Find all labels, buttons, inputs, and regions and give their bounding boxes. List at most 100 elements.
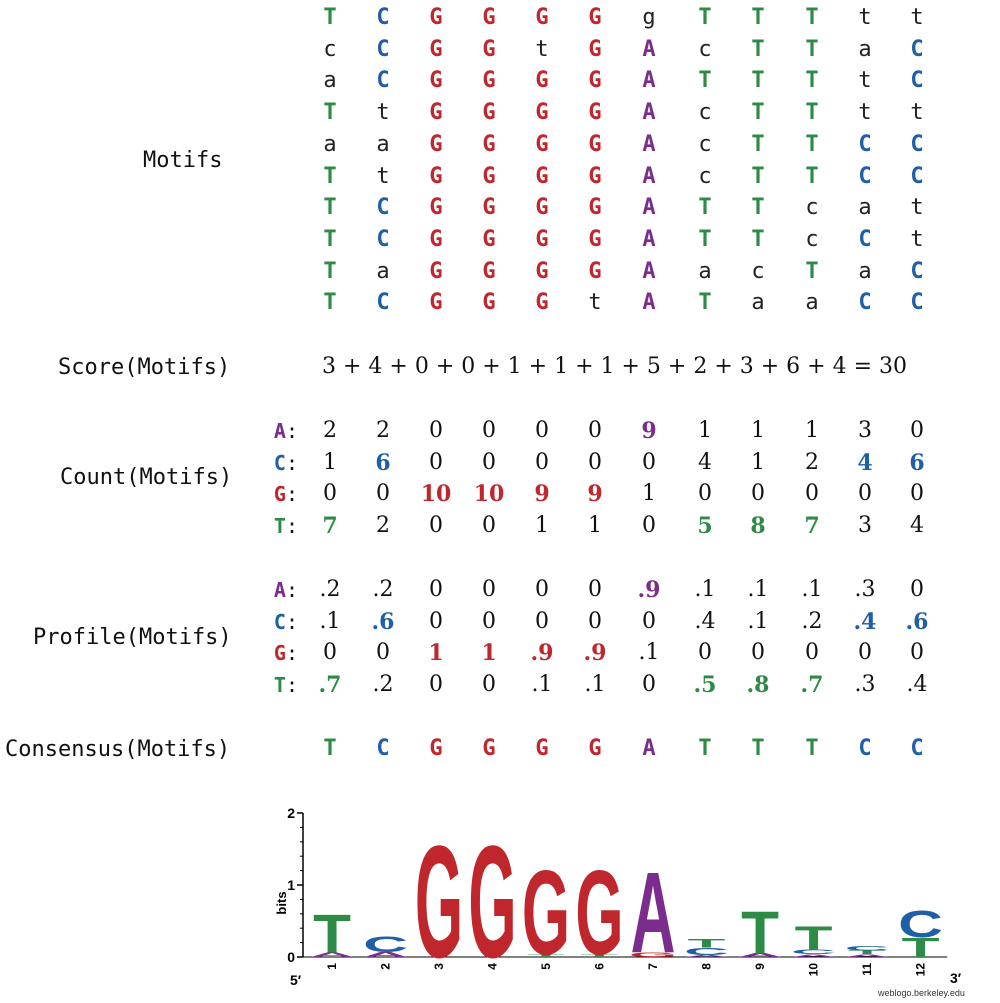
- motif-nucleotide: T: [323, 226, 337, 252]
- motif-nucleotide: T: [698, 290, 712, 316]
- motif-nucleotide: T: [805, 131, 819, 157]
- row-colon: :: [285, 609, 298, 634]
- row-colon: :: [285, 450, 298, 475]
- profile-value: 0: [535, 577, 549, 602]
- logo-letter-c: C: [363, 932, 408, 957]
- motif-nucleotide: c: [323, 36, 337, 62]
- profile-value: .1: [694, 577, 716, 602]
- motif-nucleotide: G: [429, 100, 443, 126]
- motif-nucleotide: C: [910, 131, 924, 157]
- motif-nucleotide: C: [858, 131, 872, 157]
- motif-nucleotide: t: [376, 163, 390, 189]
- motif-nucleotide: T: [751, 36, 765, 62]
- motif-nucleotide: G: [482, 36, 496, 62]
- motif-nucleotide: G: [482, 290, 496, 316]
- logo-y-axis-label: bits: [274, 891, 289, 914]
- count-value: 0: [535, 418, 549, 443]
- row-letter: C: [273, 450, 286, 475]
- motif-nucleotide: t: [376, 100, 390, 126]
- motif-nucleotide: T: [698, 68, 712, 94]
- motif-nucleotide: G: [588, 68, 602, 94]
- consensus-nucleotide: A: [642, 736, 656, 761]
- motif-nucleotide: T: [805, 100, 819, 126]
- profile-value: .1: [584, 671, 606, 697]
- logo-position-label: 1: [325, 963, 339, 970]
- logo-y-tick-label: 2: [287, 805, 295, 821]
- motif-nucleotide: C: [858, 163, 872, 189]
- count-value: 6: [375, 449, 391, 476]
- count-value: 2: [805, 449, 819, 475]
- count-value: 8: [750, 512, 766, 539]
- logo-credit: weblogo.berkeley.edu: [878, 988, 965, 998]
- count-value: 0: [910, 418, 924, 443]
- motif-nucleotide: T: [751, 5, 765, 30]
- logo-3prime-label: 3′: [950, 970, 962, 986]
- profile-value: 0: [588, 608, 602, 634]
- count-row-label: T:: [268, 516, 298, 536]
- motif-nucleotide: T: [323, 290, 337, 316]
- motif-nucleotide: a: [858, 195, 872, 221]
- consensus-nucleotide: T: [805, 736, 819, 761]
- motif-nucleotide: G: [429, 131, 443, 157]
- count-value: 1: [751, 449, 765, 475]
- count-value: 4: [910, 512, 924, 538]
- logo-position-label: 11: [860, 963, 874, 976]
- motif-nucleotide: t: [910, 100, 924, 126]
- profile-value: 0: [642, 671, 656, 697]
- count-value: 4: [698, 449, 712, 475]
- logo-position-label: 10: [807, 963, 821, 977]
- motif-nucleotide: G: [535, 195, 549, 221]
- logo-position-label: 12: [914, 963, 928, 977]
- row-letter: T: [273, 513, 286, 538]
- motif-nucleotide: G: [429, 258, 443, 284]
- profile-value: .1: [319, 608, 341, 634]
- count-value: 1: [642, 481, 656, 506]
- count-value: 9: [587, 481, 603, 507]
- count-value: 2: [323, 418, 337, 443]
- motif-nucleotide: c: [751, 258, 765, 284]
- motif-nucleotide: C: [910, 68, 924, 94]
- logo-letter-t: T: [741, 899, 779, 966]
- count-value: 0: [535, 449, 549, 475]
- motif-nucleotide: G: [535, 163, 549, 189]
- count-value: 0: [910, 481, 924, 506]
- profile-value: .1: [638, 640, 660, 665]
- logo-position-label: 4: [486, 963, 500, 970]
- motif-nucleotide: a: [698, 258, 712, 284]
- motif-nucleotide: T: [751, 100, 765, 126]
- consensus-nucleotide: T: [698, 736, 712, 761]
- count-value: 0: [376, 481, 390, 506]
- row-colon: :: [285, 513, 298, 538]
- profile-value: .1: [747, 577, 769, 602]
- motif-nucleotide: C: [858, 226, 872, 252]
- logo-letter-g: G: [415, 812, 463, 991]
- profile-value: .9: [583, 640, 607, 666]
- motif-nucleotide: G: [482, 100, 496, 126]
- motif-nucleotide: A: [642, 68, 656, 94]
- profile-value: 0: [429, 671, 443, 697]
- motif-nucleotide: a: [323, 131, 337, 157]
- row-letter: G: [273, 641, 286, 665]
- motif-nucleotide: C: [376, 5, 390, 30]
- count-value: 9: [534, 481, 550, 507]
- count-row-label: C:: [268, 453, 298, 473]
- motif-nucleotide: a: [376, 258, 390, 284]
- profile-value: .4: [694, 608, 716, 634]
- motif-nucleotide: G: [588, 226, 602, 252]
- motif-nucleotide: C: [910, 258, 924, 284]
- logo-y-tick-label: 1: [287, 877, 295, 893]
- motif-nucleotide: G: [588, 195, 602, 221]
- motif-nucleotide: A: [642, 258, 656, 284]
- score-label: Score(Motifs): [58, 355, 231, 380]
- profile-value: .4: [906, 671, 928, 697]
- logo-letter-c: C: [684, 946, 729, 957]
- profile-row-label: C:: [268, 612, 298, 632]
- motif-nucleotide: c: [698, 100, 712, 126]
- profile-value: 0: [910, 577, 924, 602]
- row-colon: :: [285, 672, 298, 697]
- count-value: 0: [482, 512, 496, 538]
- profile-value: .3: [854, 671, 876, 697]
- count-value: 0: [805, 481, 819, 506]
- count-value: 9: [641, 418, 657, 444]
